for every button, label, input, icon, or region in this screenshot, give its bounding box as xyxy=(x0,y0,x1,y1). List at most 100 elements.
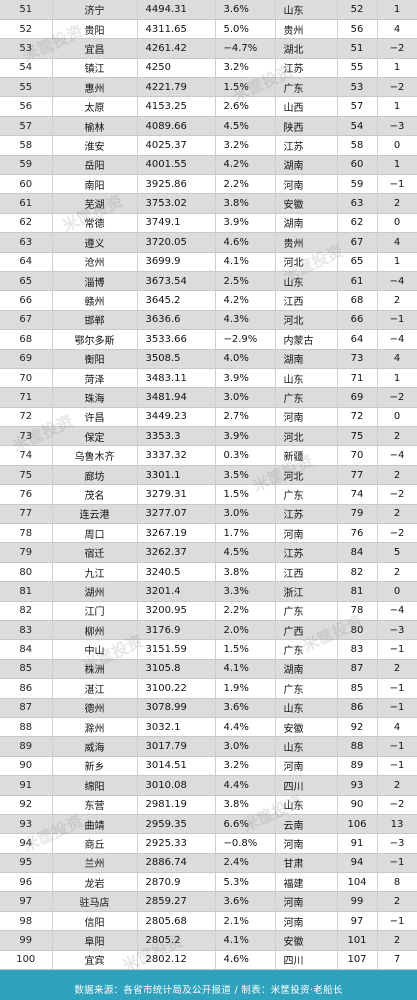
gdp-cell: 4001.55 xyxy=(137,155,216,176)
prev-rank-cell: 59 xyxy=(337,174,378,195)
rank-cell: 89 xyxy=(0,736,53,757)
gdp-cell: 3533.66 xyxy=(137,329,216,350)
gdp-cell: 2981.19 xyxy=(137,795,216,815)
growth-cell: 3.2% xyxy=(215,58,276,79)
rank-cell: 55 xyxy=(0,77,53,98)
city-cell: 珠海 xyxy=(52,387,138,408)
rank-cell: 98 xyxy=(0,911,53,932)
table-row: 78 周口 3267.19 1.7% 河南 76 −2 xyxy=(0,523,417,544)
table-row: 59 岳阳 4001.55 4.2% 湖南 60 1 xyxy=(0,155,417,176)
table-row: 82 江门 3200.95 2.2% 广东 78 −4 xyxy=(0,601,417,622)
rank-cell: 76 xyxy=(0,484,53,505)
table-row: 77 连云港 3277.07 3.0% 江苏 79 2 xyxy=(0,504,417,525)
rank-cell: 59 xyxy=(0,155,53,176)
growth-cell: 3.6% xyxy=(215,0,276,20)
rank-cell: 77 xyxy=(0,504,53,525)
province-cell: 广东 xyxy=(275,678,338,699)
table-row: 70 菏泽 3483.11 3.9% 山东 71 1 xyxy=(0,368,417,389)
table-row: 75 廊坊 3301.1 3.5% 河北 77 2 xyxy=(0,465,417,486)
province-cell: 四川 xyxy=(275,950,338,971)
province-cell: 河南 xyxy=(275,756,338,777)
rank-change-cell: −1 xyxy=(377,639,417,660)
prev-rank-cell: 64 xyxy=(337,329,378,350)
rank-change-cell: −2 xyxy=(377,387,417,408)
city-cell: 沧州 xyxy=(52,252,138,272)
rank-change-cell: 0 xyxy=(377,581,417,602)
table-row: 87 德州 3078.99 3.6% 山东 86 −1 xyxy=(0,698,417,718)
rank-cell: 58 xyxy=(0,135,53,156)
city-cell: 菏泽 xyxy=(52,368,138,389)
rank-cell: 84 xyxy=(0,639,53,660)
prev-rank-cell: 83 xyxy=(337,639,378,660)
prev-rank-cell: 86 xyxy=(337,698,378,718)
growth-cell: 2.7% xyxy=(215,407,276,428)
province-cell: 江苏 xyxy=(275,542,338,563)
gdp-cell: 3014.51 xyxy=(137,756,216,777)
prev-rank-cell: 77 xyxy=(337,465,378,486)
province-cell: 山东 xyxy=(275,0,338,20)
gdp-cell: 3449.23 xyxy=(137,407,216,428)
province-cell: 河南 xyxy=(275,911,338,932)
gdp-cell: 4261.42 xyxy=(137,38,216,59)
gdp-cell: 2805.2 xyxy=(137,930,216,951)
city-cell: 宜昌 xyxy=(52,38,138,59)
table-row: 96 龙岩 2870.9 5.3% 福建 104 8 xyxy=(0,872,417,893)
growth-cell: −0.8% xyxy=(215,833,276,854)
growth-cell: 1.7% xyxy=(215,523,276,544)
rank-change-cell: 1 xyxy=(377,58,417,79)
growth-cell: 4.2% xyxy=(215,290,276,311)
city-cell: 柳州 xyxy=(52,620,138,641)
table-row: 52 贵阳 4311.65 5.0% 贵州 56 4 xyxy=(0,19,417,40)
rank-cell: 52 xyxy=(0,19,53,40)
rank-change-cell: 7 xyxy=(377,950,417,971)
table-row: 93 曲靖 2959.35 6.6% 云南 106 13 xyxy=(0,814,417,835)
gdp-cell: 3720.05 xyxy=(137,232,216,253)
rank-change-cell: −1 xyxy=(377,756,417,777)
rank-change-cell: −4 xyxy=(377,329,417,350)
growth-cell: 3.8% xyxy=(215,795,276,815)
city-cell: 德州 xyxy=(52,698,138,718)
rank-cell: 81 xyxy=(0,581,53,602)
prev-rank-cell: 90 xyxy=(337,795,378,815)
gdp-cell: 3032.1 xyxy=(137,717,216,738)
city-cell: 岳阳 xyxy=(52,155,138,176)
rank-change-cell: 0 xyxy=(377,135,417,156)
rank-cell: 54 xyxy=(0,58,53,79)
rank-cell: 57 xyxy=(0,116,53,137)
table-row: 60 南阳 3925.86 2.2% 河南 59 −1 xyxy=(0,174,417,195)
gdp-cell: 3105.8 xyxy=(137,659,216,680)
rank-change-cell: 2 xyxy=(377,465,417,486)
rank-change-cell: 4 xyxy=(377,717,417,738)
province-cell: 广东 xyxy=(275,484,338,505)
rank-change-cell: 1 xyxy=(377,252,417,272)
rank-cell: 72 xyxy=(0,407,53,428)
gdp-cell: 3673.54 xyxy=(137,271,216,292)
gdp-cell: 3078.99 xyxy=(137,698,216,718)
rank-change-cell: −3 xyxy=(377,116,417,137)
rank-cell: 99 xyxy=(0,930,53,951)
growth-cell: 4.1% xyxy=(215,659,276,680)
prev-rank-cell: 55 xyxy=(337,58,378,79)
table-row: 76 茂名 3279.31 1.5% 广东 74 −2 xyxy=(0,484,417,505)
rank-cell: 90 xyxy=(0,756,53,777)
province-cell: 贵州 xyxy=(275,232,338,253)
province-cell: 广东 xyxy=(275,387,338,408)
city-cell: 太原 xyxy=(52,96,138,117)
prev-rank-cell: 66 xyxy=(337,310,378,331)
province-cell: 广东 xyxy=(275,77,338,98)
prev-rank-cell: 93 xyxy=(337,775,378,796)
rank-cell: 87 xyxy=(0,698,53,718)
province-cell: 新疆 xyxy=(275,445,338,466)
gdp-cell: 2925.33 xyxy=(137,833,216,854)
gdp-cell: 4221.79 xyxy=(137,77,216,98)
table-row: 69 衡阳 3508.5 4.0% 湖南 73 4 xyxy=(0,349,417,369)
rank-change-cell: 4 xyxy=(377,349,417,369)
table-row: 57 榆林 4089.66 4.5% 陕西 54 −3 xyxy=(0,116,417,137)
table-row: 79 宿迁 3262.37 4.5% 江苏 84 5 xyxy=(0,542,417,563)
prev-rank-cell: 89 xyxy=(337,756,378,777)
rank-cell: 86 xyxy=(0,678,53,699)
rank-cell: 100 xyxy=(0,950,53,971)
gdp-cell: 3267.19 xyxy=(137,523,216,544)
prev-rank-cell: 67 xyxy=(337,232,378,253)
growth-cell: 4.4% xyxy=(215,775,276,796)
